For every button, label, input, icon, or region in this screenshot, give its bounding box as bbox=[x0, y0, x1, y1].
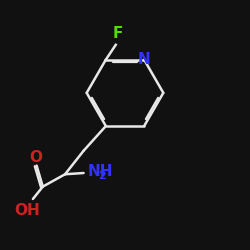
Text: 2: 2 bbox=[98, 171, 106, 181]
Text: N: N bbox=[138, 52, 150, 67]
Text: NH: NH bbox=[87, 164, 113, 179]
Text: OH: OH bbox=[14, 203, 40, 218]
Text: F: F bbox=[113, 26, 124, 41]
Text: O: O bbox=[29, 150, 42, 165]
